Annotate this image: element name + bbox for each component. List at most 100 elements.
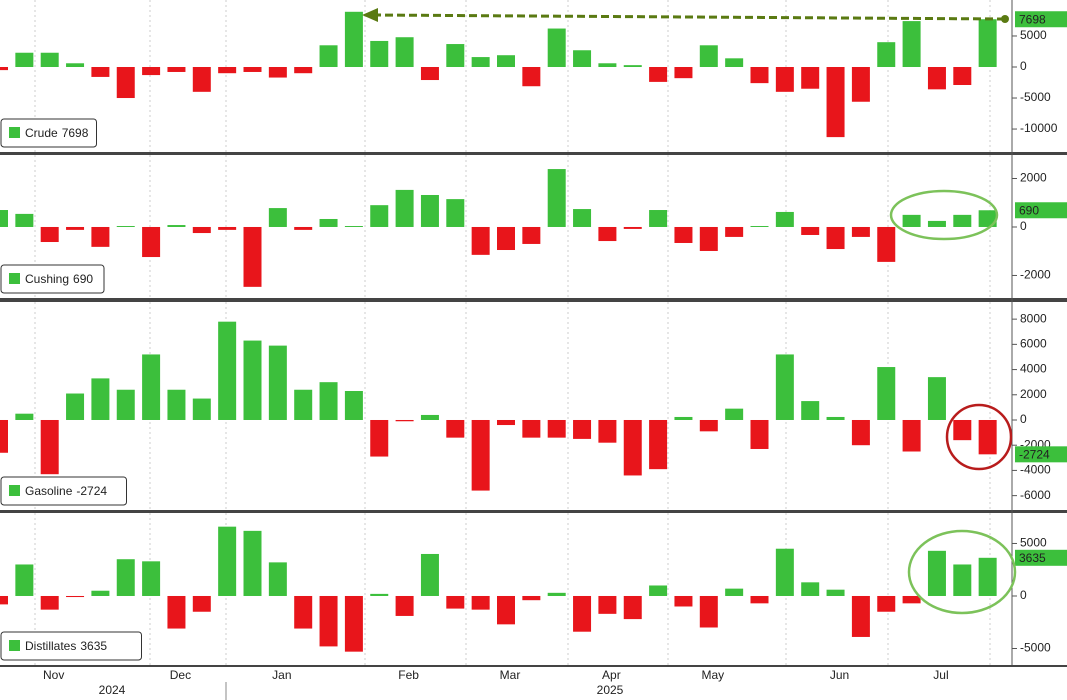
legend-value: -2724 <box>76 484 107 498</box>
bar <box>927 220 946 227</box>
legend-box <box>0 118 97 148</box>
last-value-label: 7698 <box>1019 12 1046 26</box>
bar <box>674 595 693 607</box>
bar <box>497 419 515 426</box>
bar <box>294 389 313 420</box>
legend-value: 690 <box>73 272 93 286</box>
bar <box>471 57 490 68</box>
bar <box>91 67 110 77</box>
legend-name: Crude <box>25 126 58 140</box>
y-tick-label: 0 <box>1020 588 1027 602</box>
bar <box>116 226 135 227</box>
bar <box>218 67 237 74</box>
bar <box>420 67 439 81</box>
bar <box>801 67 820 89</box>
bar <box>725 588 744 596</box>
legend-value: 7698 <box>62 126 89 140</box>
bar <box>927 67 946 90</box>
bar <box>649 419 668 470</box>
x-tick-label: Jan <box>272 668 291 682</box>
bar <box>649 67 668 82</box>
bar <box>218 526 237 596</box>
bar <box>522 419 541 438</box>
legend-box <box>0 631 142 661</box>
panel-separator <box>0 298 1067 302</box>
bar <box>15 213 34 227</box>
bar <box>471 226 490 255</box>
bar <box>725 58 744 68</box>
legend-name: Gasoline <box>25 484 73 498</box>
bar <box>91 590 110 596</box>
y-tick-label: 2000 <box>1020 387 1047 401</box>
bar <box>497 226 515 251</box>
legend-label: Gasoline -2724 <box>25 484 107 498</box>
legend-value: 3635 <box>80 639 107 653</box>
y-tick-label: -5000 <box>1020 90 1051 104</box>
bar <box>370 40 389 68</box>
legend-box <box>0 476 127 506</box>
bar <box>370 593 389 596</box>
y-tick-label: 0 <box>1020 219 1027 233</box>
bar <box>877 226 896 262</box>
bar <box>826 416 845 420</box>
bar <box>674 67 693 79</box>
bar <box>167 67 186 72</box>
bar <box>420 194 439 227</box>
bar <box>116 67 135 99</box>
legend-swatch <box>9 485 20 496</box>
bar <box>750 67 769 84</box>
bar <box>142 561 161 596</box>
bar <box>497 55 515 68</box>
bar <box>142 226 161 258</box>
bar <box>953 419 972 441</box>
panel-separator <box>0 665 1067 667</box>
bar <box>420 414 439 420</box>
bar <box>573 50 592 68</box>
bar <box>750 595 769 604</box>
bar <box>522 595 541 601</box>
bar <box>978 210 997 227</box>
annotation-circle <box>889 189 999 241</box>
bar <box>953 214 972 227</box>
y-tick-label: -5000 <box>1020 641 1051 655</box>
bar <box>40 52 59 68</box>
bar <box>775 211 794 227</box>
bar <box>446 199 465 227</box>
bar <box>15 52 34 68</box>
bar <box>649 210 668 227</box>
x-tick-label: Dec <box>170 668 191 682</box>
bar <box>0 210 8 227</box>
bar <box>775 354 794 420</box>
bar <box>826 589 845 596</box>
bar <box>40 226 59 243</box>
annotation-dot <box>1001 15 1009 23</box>
bar <box>623 65 642 68</box>
bar <box>167 225 186 227</box>
bar <box>497 595 515 625</box>
bar <box>116 389 135 420</box>
y-tick-label: 5000 <box>1020 536 1047 550</box>
bar <box>699 226 718 251</box>
legend-name: Cushing <box>25 272 69 286</box>
bar <box>243 67 262 72</box>
bar <box>0 419 8 453</box>
bar <box>649 585 668 596</box>
bar <box>573 595 592 632</box>
bar <box>547 419 566 438</box>
bar <box>598 63 617 68</box>
bar <box>192 595 211 612</box>
bar <box>902 21 921 68</box>
bar <box>750 419 769 449</box>
bar <box>927 550 946 596</box>
bar <box>725 226 744 237</box>
last-value-tag <box>1015 549 1067 566</box>
legend-label: Cushing 690 <box>25 272 93 286</box>
bar <box>294 67 313 74</box>
bar <box>699 45 718 68</box>
bar <box>40 595 59 610</box>
legend-swatch <box>9 127 20 138</box>
bar <box>775 548 794 596</box>
bar <box>598 226 617 242</box>
bar <box>446 44 465 68</box>
x-tick-label: Jul <box>933 668 948 682</box>
